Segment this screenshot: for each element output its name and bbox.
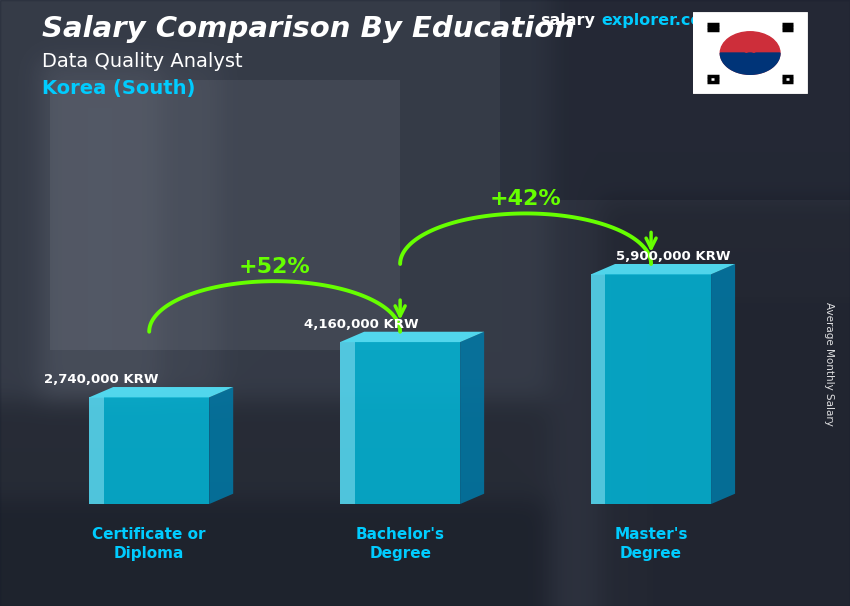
Text: 2,740,000 KRW: 2,740,000 KRW [44,373,158,386]
Text: Data Quality Analyst: Data Quality Analyst [42,52,243,70]
Text: Korea (South): Korea (South) [42,79,196,98]
Text: 5,900,000 KRW: 5,900,000 KRW [615,250,730,263]
Polygon shape [89,398,209,504]
Polygon shape [720,53,780,75]
Circle shape [743,42,757,53]
Circle shape [720,32,780,75]
Text: Bachelor's
Degree: Bachelor's Degree [355,527,445,561]
Text: salary: salary [540,13,595,28]
Polygon shape [340,342,460,504]
Polygon shape [460,331,484,504]
Text: +42%: +42% [490,189,562,209]
FancyBboxPatch shape [692,12,808,95]
Text: explorer.com: explorer.com [601,13,718,28]
Text: Average Monthly Salary: Average Monthly Salary [824,302,834,425]
Text: Master's
Degree: Master's Degree [615,527,688,561]
Text: +52%: +52% [239,256,310,276]
Polygon shape [591,275,711,504]
Polygon shape [711,264,735,504]
Text: Salary Comparison By Education: Salary Comparison By Education [42,15,575,43]
Polygon shape [209,387,233,504]
Polygon shape [591,264,735,275]
Text: 4,160,000 KRW: 4,160,000 KRW [303,318,418,331]
Polygon shape [340,342,354,504]
Text: Certificate or
Diploma: Certificate or Diploma [93,527,206,561]
Polygon shape [340,331,484,342]
Polygon shape [89,387,233,398]
Circle shape [743,53,757,64]
Polygon shape [89,398,104,504]
Polygon shape [591,275,605,504]
